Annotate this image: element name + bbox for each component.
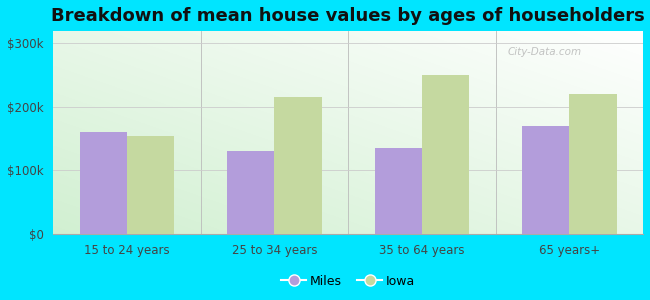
Legend: Miles, Iowa: Miles, Iowa (276, 270, 420, 293)
Bar (522, 126, 569, 234)
Bar (569, 94, 616, 234)
Title: Breakdown of mean house values by ages of householders: Breakdown of mean house values by ages o… (51, 7, 645, 25)
Bar (274, 98, 322, 234)
Text: City-Data.com: City-Data.com (508, 47, 582, 57)
Bar (127, 136, 174, 234)
Bar (422, 75, 469, 234)
Bar (374, 148, 422, 234)
Bar (80, 132, 127, 234)
Bar (227, 152, 274, 234)
